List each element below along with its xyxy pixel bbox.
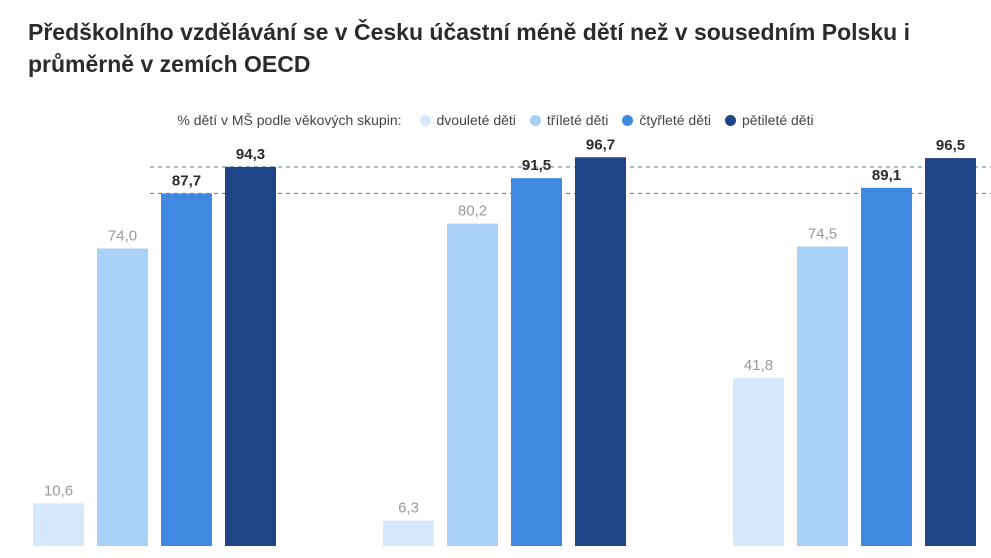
data-label: 41,8 [744,357,773,374]
bar [733,377,784,546]
data-label: 94,3 [236,146,265,163]
legend-lead: % dětí v MŠ podle věkových skupin: [177,112,402,128]
bar [511,178,562,547]
bar [925,158,976,546]
data-label: 96,5 [936,137,965,154]
data-label: 80,2 [458,203,487,220]
data-label: 10,6 [44,482,73,499]
chart-title: Předškolního vzdělávání se v Česku účast… [28,19,910,77]
bar [447,223,498,546]
legend-label: tříleté děti [546,112,609,128]
legend-item-dvoulete: dvouleté děti [419,112,516,128]
legend-swatch-icon [419,114,431,126]
data-label: 91,5 [522,157,551,174]
legend-swatch-icon [529,114,541,126]
bar [861,187,912,546]
bar [161,193,212,547]
bar [33,503,84,546]
legend-label: pětileté děti [741,112,814,128]
data-label: 74,0 [108,228,137,245]
legend-item-trilete: tříleté děti [529,112,609,128]
legend-item-petilete: pětileté děti [724,112,814,128]
legend: % dětí v MŠ podle věkových skupin: dvoul… [0,108,991,132]
legend-item-ctyrlete: čtyřleté děti [622,112,711,128]
data-label: 96,7 [586,136,615,153]
bar [575,157,626,547]
data-label: 87,7 [172,172,201,189]
data-label: 89,1 [872,167,901,184]
bar [97,248,148,546]
data-label: 74,5 [808,226,837,243]
bar [383,520,434,546]
legend-swatch-icon [724,114,736,126]
legend-label: čtyřleté děti [639,112,711,128]
data-label: 6,3 [398,500,419,517]
legend-swatch-icon [622,114,634,126]
bar [225,166,276,546]
bar [797,246,848,546]
legend-label: dvouleté děti [436,112,516,128]
